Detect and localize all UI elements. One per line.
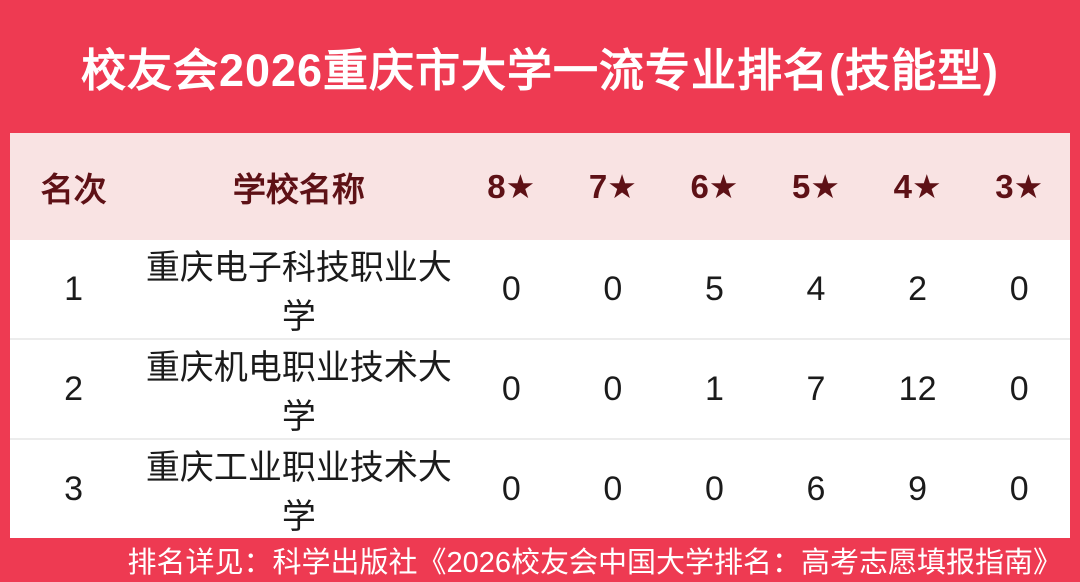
star-cell: 6	[765, 438, 867, 538]
school-cell: 重庆工业职业技术大学	[137, 438, 461, 538]
rank-cell: 2	[10, 338, 138, 439]
star-cell: 5	[704, 269, 724, 308]
table-row: 1 重庆电子科技职业大学 0 0 5 4 2 0	[10, 240, 1070, 339]
ranking-table: 名次 学校名称 8★ 7★ 6★ 5★ 4★ 3★ 1 重庆电子科技职业大学 0…	[10, 133, 1070, 538]
header-cell-3star: 3★	[995, 168, 1044, 205]
header-cell-5star: 5★	[792, 168, 840, 205]
star-cell: 0	[603, 269, 623, 308]
star-cell: 2	[908, 269, 928, 308]
rank-cell: 3	[10, 438, 138, 538]
star-cell: 4	[806, 269, 826, 308]
footer-band: 排名详见：科学出版社《2026校友会中国大学排名：高考志愿填报指南》	[0, 538, 1080, 582]
school-cell: 重庆机电职业技术大学	[137, 338, 461, 439]
header-row: 名次 学校名称 8★ 7★ 6★ 5★ 4★ 3★	[10, 133, 1070, 240]
school-cell: 重庆电子科技职业大学	[145, 249, 452, 336]
rank-cell: 1	[64, 269, 84, 308]
page-title: 校友会2026重庆市大学一流专业排名(技能型)	[80, 45, 1000, 96]
star-cell: 9	[866, 438, 969, 538]
star-cell: 12	[866, 338, 969, 439]
star-cell: 0	[562, 438, 664, 538]
star-cell: 0	[968, 438, 1070, 538]
star-cell: 7	[765, 338, 867, 439]
header-cell-school: 学校名称	[232, 170, 365, 208]
header-cell-6star: 6★	[690, 168, 739, 205]
star-cell: 0	[460, 438, 563, 538]
star-cell: 0	[501, 269, 521, 308]
header-cell-8star: 8★	[487, 168, 536, 205]
star-cell: 0	[460, 338, 563, 439]
star-cell: 0	[663, 438, 766, 538]
table-row: 3 重庆工业职业技术大学 0 0 0 6 9 0	[10, 438, 1070, 538]
table-row: 2 重庆机电职业技术大学 0 0 1 7 12 0	[10, 338, 1070, 439]
header-cell-rank: 名次	[40, 170, 107, 208]
star-cell: 0	[1009, 269, 1029, 308]
header-cell-7star: 7★	[588, 168, 637, 205]
star-cell: 1	[663, 338, 766, 439]
star-cell: 0	[562, 338, 664, 439]
header-cell-4star: 4★	[893, 168, 942, 205]
table-container: 名次 学校名称 8★ 7★ 6★ 5★ 4★ 3★ 1 重庆电子科技职业大学 0…	[10, 133, 1070, 538]
star-cell: 0	[968, 338, 1070, 439]
footer-note: 排名详见：科学出版社《2026校友会中国大学排名：高考志愿填报指南》	[127, 547, 1062, 579]
title-band: 校友会2026重庆市大学一流专业排名(技能型)	[0, 0, 1080, 133]
